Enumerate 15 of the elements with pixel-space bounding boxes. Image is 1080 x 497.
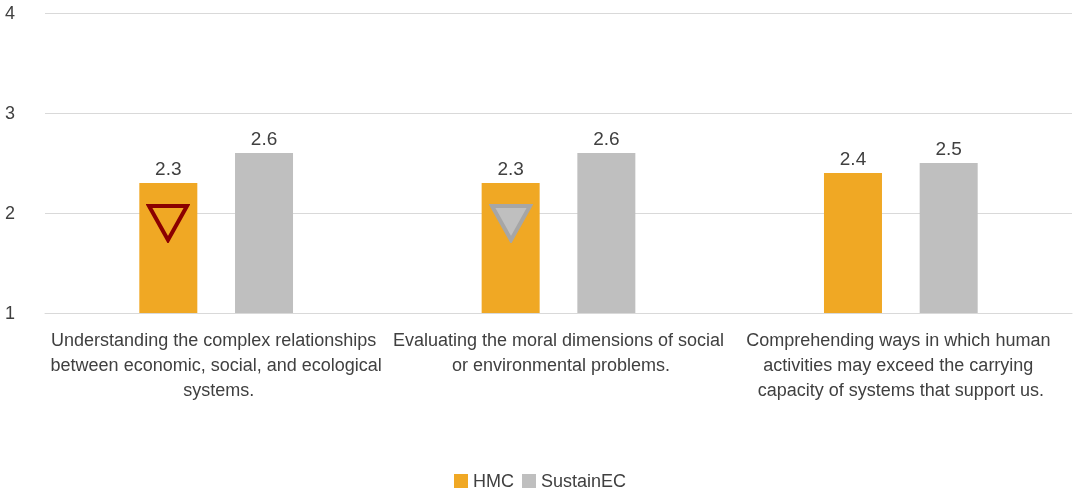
x-tick-label: Evaluating the moral dimensions of social or environmental problems. [392, 329, 725, 375]
y-tick-label: 3 [4, 103, 15, 123]
data-label: 2.5 [935, 138, 962, 159]
data-label: 2.6 [250, 128, 278, 149]
x-tick-label: Understanding the complex relationships between economic, social, and ecological systems. [50, 329, 382, 400]
y-tick-label: 4 [4, 3, 15, 23]
data-label: 2.3 [155, 158, 182, 179]
legend-label: HMC [472, 471, 514, 491]
data-label: 2.6 [593, 128, 620, 149]
x-tick-label: Comprehending ways in which human activities may exceed the carrying capacity of systems that support us. [746, 329, 1056, 400]
y-tick-label: 1 [4, 303, 15, 323]
legend-label: SustainEC [540, 471, 627, 491]
data-label: 2.3 [497, 158, 524, 179]
data-label: 2.4 [839, 148, 867, 169]
y-tick-label: 2 [4, 203, 15, 223]
